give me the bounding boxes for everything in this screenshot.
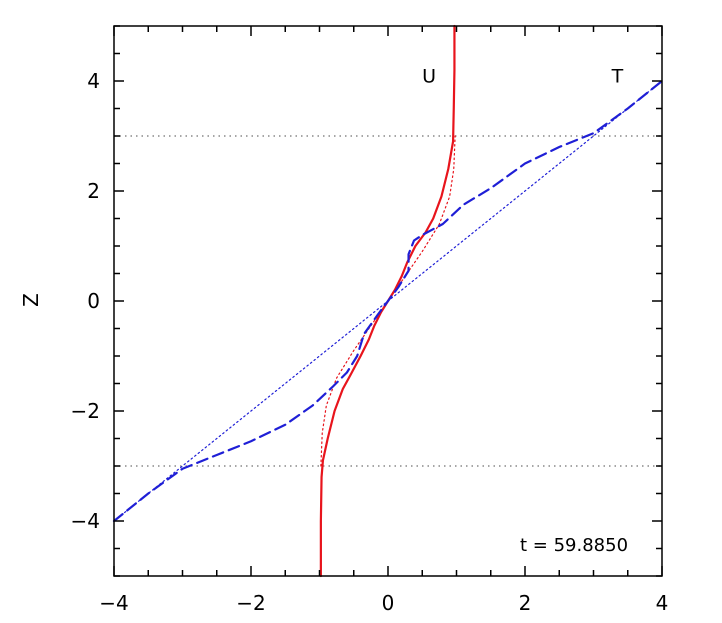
y-tick-label: 0	[87, 289, 100, 313]
x-tick-label: 2	[519, 591, 532, 615]
y-tick-label: −4	[71, 509, 100, 533]
series-label-u: U	[422, 66, 436, 88]
x-tick-label: 0	[382, 591, 395, 615]
y-tick-label: 2	[87, 179, 100, 203]
y-tick-label: 4	[87, 69, 100, 93]
series-label-t: T	[611, 66, 624, 88]
y-axis-label: Z	[19, 293, 43, 307]
x-tick-label: 4	[656, 591, 669, 615]
x-tick-label: −4	[99, 591, 128, 615]
axes: −4 −2 0 2 4 −4 −2 0 2 4	[71, 25, 669, 615]
y-tick-label: −2	[71, 399, 100, 423]
x-tick-label: −2	[236, 591, 265, 615]
time-label: t = 59.8850	[520, 535, 628, 556]
